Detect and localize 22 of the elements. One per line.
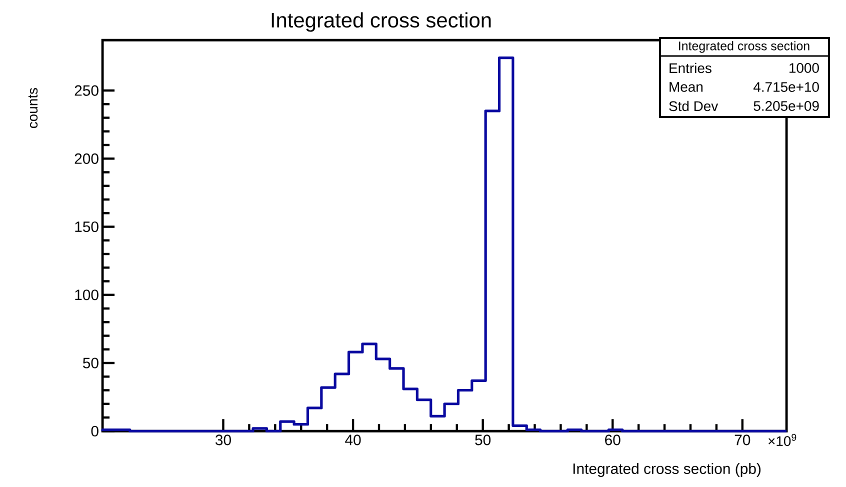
y-tick-label: 200 — [74, 153, 98, 164]
y-tick-label: 150 — [75, 221, 98, 232]
x-tick-label: 50 — [475, 434, 491, 446]
annotation: 5.205e+09 — [754, 101, 819, 111]
y-tick-label: 50 — [82, 358, 98, 368]
x-tick-label: 60 — [605, 434, 620, 446]
y-tick-label: 250 — [74, 85, 98, 96]
y-tick-label: 0 — [91, 426, 98, 436]
x-axis-title: Integrated cross section (pb) — [573, 463, 761, 477]
annotation: 4.715e+10 — [753, 82, 819, 92]
x-tick-label: 70 — [734, 434, 750, 446]
text: 1000 — [790, 63, 819, 73]
chart-title: Integrated cross section — [272, 12, 491, 32]
y-tick-label: 100 — [75, 290, 98, 300]
x-tick-label: 40 — [345, 434, 361, 446]
x-tick-label: 30 — [216, 434, 231, 446]
y-axis-title: counts — [28, 88, 38, 128]
text: ×10$^{9}$ — [768, 434, 796, 446]
annotation: Std Dev — [669, 100, 718, 112]
annotation: Entries — [670, 62, 712, 74]
annotation: Integrated cross section — [679, 41, 810, 53]
annotation: Mean — [670, 82, 703, 92]
